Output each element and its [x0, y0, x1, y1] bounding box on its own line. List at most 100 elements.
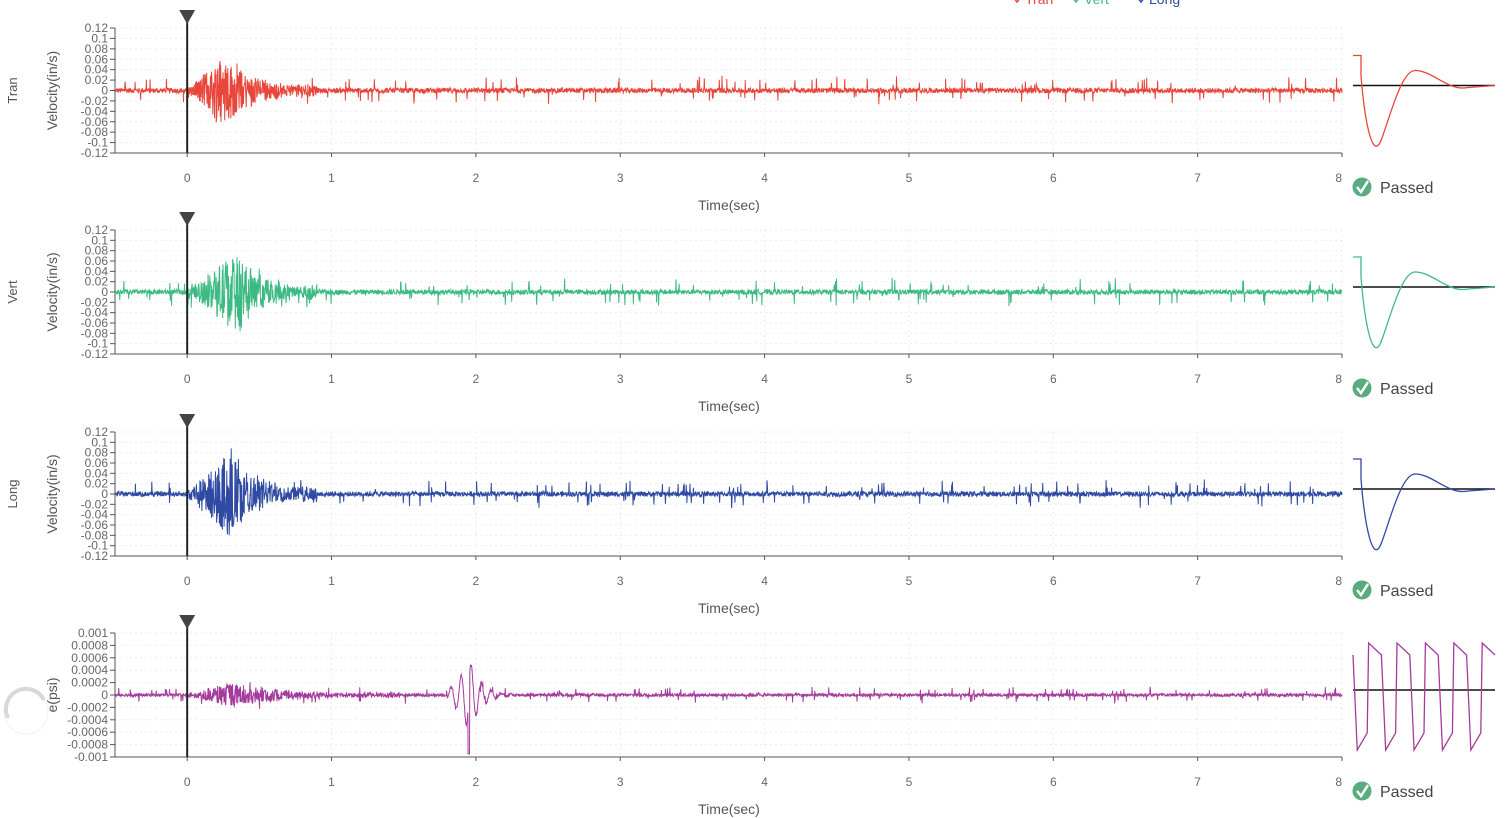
check-icon — [1352, 580, 1372, 600]
check-icon — [1352, 378, 1372, 398]
check-icon — [1352, 781, 1372, 801]
x-tick-label: 3 — [617, 775, 624, 789]
x-tick-label: 3 — [617, 574, 624, 588]
check-mark-icon — [1356, 180, 1370, 195]
x-tick-label: 6 — [1050, 372, 1057, 386]
y-tick-label: -0.001 — [74, 750, 108, 764]
trigger-marker-icon — [179, 212, 196, 226]
y-tick-label: -0.02 — [81, 94, 109, 108]
x-tick-label: 6 — [1050, 574, 1057, 588]
y-tick-label: 0.12 — [85, 223, 109, 237]
y-tick-label: 0.06 — [85, 254, 109, 268]
trigger-marker-icon — [179, 10, 196, 24]
y-tick-label: -0.0006 — [67, 725, 108, 739]
y-tick-label: -0.1 — [87, 136, 108, 150]
legend-label: Vert — [1084, 0, 1109, 7]
x-tick-label: 4 — [761, 775, 768, 789]
x-tick-label: 3 — [617, 372, 624, 386]
legend-item-long: Long — [1138, 0, 1180, 7]
x-tick-label: 5 — [906, 574, 913, 588]
x-tick-label: 5 — [906, 775, 913, 789]
x-tick-label: 1 — [328, 171, 335, 185]
legend-marker-icon — [1138, 0, 1144, 4]
y-tick-label: 0.02 — [85, 477, 109, 491]
waveform-series — [114, 61, 1343, 123]
x-axis-label: Time(sec) — [698, 197, 760, 213]
y-tick-label: -0.0002 — [67, 700, 108, 714]
y-tick-label: -0.08 — [81, 528, 109, 542]
legend-item-tran: Tran — [1014, 0, 1053, 7]
thumbnail-waveform — [1352, 641, 1496, 753]
x-tick-label: 7 — [1194, 372, 1201, 386]
waveform-series — [114, 257, 1343, 332]
y-tick-label: 0 — [101, 487, 108, 501]
y-tick-label: 0.08 — [85, 446, 109, 460]
x-tick-label: 2 — [473, 171, 480, 185]
legend: Tran Vert Long — [1014, 0, 1180, 7]
y-tick-label: 0.06 — [85, 52, 109, 66]
y-tick-label: 0.02 — [85, 73, 109, 87]
x-tick-label: 8 — [1335, 171, 1342, 185]
charts-container: 0.120.10.080.060.040.020-0.02-0.04-0.06-… — [5, 10, 1496, 817]
x-tick-label: 5 — [906, 372, 913, 386]
y-tick-label: 0.02 — [85, 275, 109, 289]
y-tick-label: -0.12 — [81, 347, 109, 361]
y-tick-label: 0 — [101, 688, 108, 702]
calibration-pulse-thumbnail — [1353, 54, 1496, 147]
thumbnail-waveform — [1353, 54, 1496, 147]
status-badge: Passed — [1352, 177, 1433, 197]
status-badge: Passed — [1352, 781, 1433, 801]
y-tick-label: 0.0004 — [71, 663, 108, 677]
y-tick-label: 0.12 — [85, 21, 109, 35]
x-tick-label: 7 — [1194, 171, 1201, 185]
y-tick-label: 0.04 — [85, 264, 109, 278]
check-mark-icon — [1356, 784, 1370, 799]
y-tick-label: 0.0008 — [71, 638, 108, 652]
waveform-series — [114, 448, 1343, 536]
x-tick-label: 5 — [906, 171, 913, 185]
x-tick-label: 0 — [184, 775, 191, 789]
x-tick-label: 2 — [473, 775, 480, 789]
y-tick-label: -0.1 — [87, 337, 108, 351]
y-tick-label: 0.04 — [85, 63, 109, 77]
y-tick-label: 0.1 — [91, 435, 108, 449]
y-axis-label: Velocity(in/s) — [44, 252, 60, 331]
thumbnail-waveform — [1353, 256, 1496, 349]
y-tick-label: 0.001 — [78, 626, 108, 640]
x-tick-label: 4 — [761, 574, 768, 588]
x-tick-label: 8 — [1335, 574, 1342, 588]
status-badge: Passed — [1352, 580, 1433, 600]
x-tick-label: 0 — [184, 372, 191, 386]
x-tick-label: 7 — [1194, 775, 1201, 789]
y-tick-label: 0.04 — [85, 466, 109, 480]
y-axis-label: Velocity(in/s) — [44, 51, 60, 130]
y-tick-label: 0.06 — [85, 456, 109, 470]
legend-label: Tran — [1025, 0, 1053, 7]
chart-panel-long: 0.120.10.080.060.040.020-0.02-0.04-0.06-… — [5, 414, 1496, 616]
check-mark-icon — [1356, 381, 1370, 396]
x-tick-label: 2 — [473, 574, 480, 588]
channel-label: Long — [5, 480, 20, 509]
chart-panel-vert: 0.120.10.080.060.040.020-0.02-0.04-0.06-… — [5, 212, 1496, 414]
status-text: Passed — [1380, 583, 1433, 600]
y-tick-label: 0.12 — [85, 425, 109, 439]
y-tick-label: -0.04 — [81, 508, 109, 522]
y-tick-label: 0.0006 — [71, 651, 108, 665]
status-badge: Passed — [1352, 378, 1433, 398]
y-tick-label: 0.08 — [85, 244, 109, 258]
x-tick-label: 4 — [761, 171, 768, 185]
legend-marker-icon — [1073, 0, 1079, 4]
check-mark-icon — [1356, 583, 1370, 598]
status-text: Passed — [1380, 784, 1433, 801]
x-tick-label: 4 — [761, 372, 768, 386]
y-tick-label: -0.1 — [87, 539, 108, 553]
legend-item-vert: Vert — [1073, 0, 1109, 7]
channel-label: Vert — [5, 280, 20, 304]
x-tick-label: 0 — [184, 574, 191, 588]
y-tick-label: 0.1 — [91, 233, 108, 247]
calibration-pulse-thumbnail — [1352, 641, 1496, 753]
y-tick-label: -0.06 — [81, 316, 109, 330]
x-tick-label: 8 — [1335, 372, 1342, 386]
y-tick-label: -0.06 — [81, 518, 109, 532]
y-tick-label: -0.0004 — [67, 713, 108, 727]
